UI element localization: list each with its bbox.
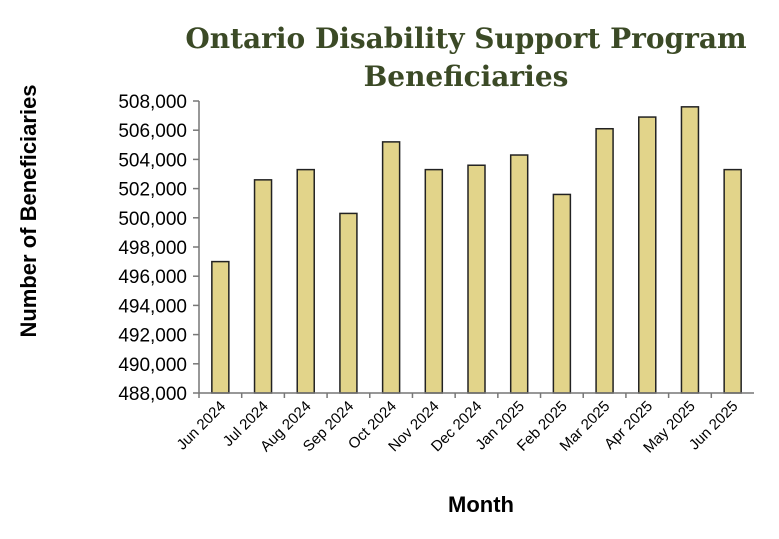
- bar: [723, 168, 742, 394]
- y-tick-label: 506,000: [118, 121, 187, 142]
- bar: [552, 193, 572, 394]
- bar: [595, 127, 614, 394]
- y-tick-label: 508,000: [118, 92, 187, 113]
- x-axis-label: Month: [448, 492, 514, 517]
- y-tick-label: 488,000: [118, 384, 187, 405]
- bar-series: [211, 106, 742, 394]
- bar: [339, 212, 358, 394]
- bar: [638, 116, 657, 394]
- bar: [296, 168, 315, 394]
- y-axis-label: Number of Beneficiaries: [16, 84, 41, 337]
- y-tick-label: 492,000: [118, 326, 187, 347]
- y-tick-label: 496,000: [118, 267, 187, 288]
- y-tick-label: 494,000: [118, 296, 187, 317]
- bar: [467, 164, 486, 394]
- y-tick-label: 498,000: [118, 238, 187, 259]
- x-tick-label: Jun 2024: [174, 398, 230, 454]
- bar: [424, 168, 444, 394]
- bar: [253, 179, 273, 394]
- bar: [381, 141, 401, 394]
- chart-title-line-2: Beneficiaries: [364, 60, 569, 93]
- bar: [680, 106, 700, 394]
- y-axis-ticks: 488,000 490,000 492,000 494,000 496,000 498,0…: [118, 92, 199, 405]
- bar: [509, 154, 529, 394]
- chart-title-line-1: Ontario Disability Support Program: [185, 22, 746, 55]
- y-tick-label: 504,000: [118, 150, 187, 171]
- bar: [211, 260, 230, 394]
- y-tick-label: 490,000: [118, 355, 187, 376]
- y-tick-label: 500,000: [118, 209, 187, 230]
- y-tick-label: 502,000: [118, 180, 187, 201]
